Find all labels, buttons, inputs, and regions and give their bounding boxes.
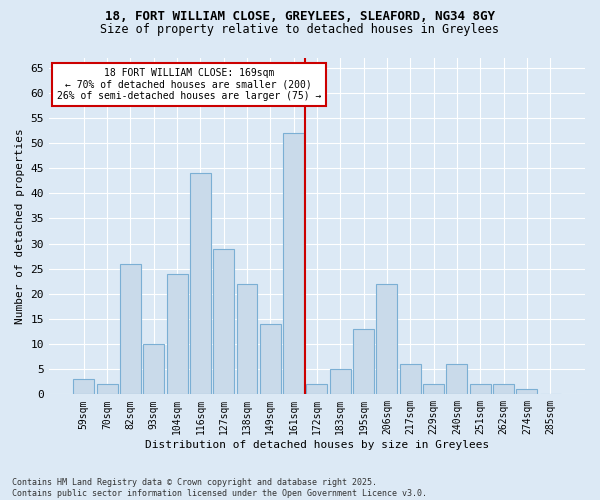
Bar: [517, 390, 538, 394]
Bar: [190, 173, 211, 394]
Y-axis label: Number of detached properties: Number of detached properties: [15, 128, 25, 324]
Bar: [213, 248, 234, 394]
Bar: [330, 369, 351, 394]
Bar: [376, 284, 397, 395]
Bar: [400, 364, 421, 394]
Bar: [446, 364, 467, 394]
Bar: [73, 380, 94, 394]
X-axis label: Distribution of detached houses by size in Greylees: Distribution of detached houses by size …: [145, 440, 489, 450]
Bar: [423, 384, 444, 394]
Text: 18 FORT WILLIAM CLOSE: 169sqm
← 70% of detached houses are smaller (200)
26% of : 18 FORT WILLIAM CLOSE: 169sqm ← 70% of d…: [56, 68, 321, 101]
Bar: [470, 384, 491, 394]
Bar: [307, 384, 328, 394]
Bar: [353, 329, 374, 394]
Bar: [167, 274, 188, 394]
Bar: [120, 264, 141, 394]
Bar: [283, 133, 304, 394]
Text: Contains HM Land Registry data © Crown copyright and database right 2025.
Contai: Contains HM Land Registry data © Crown c…: [12, 478, 427, 498]
Bar: [260, 324, 281, 394]
Text: Size of property relative to detached houses in Greylees: Size of property relative to detached ho…: [101, 22, 499, 36]
Bar: [97, 384, 118, 394]
Bar: [236, 284, 257, 395]
Text: 18, FORT WILLIAM CLOSE, GREYLEES, SLEAFORD, NG34 8GY: 18, FORT WILLIAM CLOSE, GREYLEES, SLEAFO…: [105, 10, 495, 23]
Bar: [143, 344, 164, 395]
Bar: [493, 384, 514, 394]
